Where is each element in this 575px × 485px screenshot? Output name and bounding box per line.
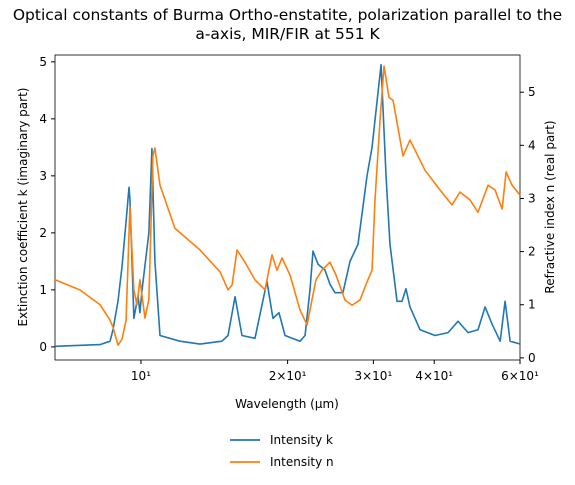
y-tick-label: 5 — [39, 55, 47, 69]
data-line — [54, 63, 521, 348]
x-tick-label: 2×10¹ — [269, 369, 307, 383]
y-tick-label: 1 — [39, 283, 47, 297]
y2-tick-label: 3 — [528, 191, 536, 205]
y2-tick-label: 0 — [528, 351, 536, 365]
legend-label: Intensity n — [270, 455, 334, 469]
plot-frame — [54, 54, 521, 361]
legend-label: Intensity k — [270, 433, 333, 447]
x-tick-label: 10¹ — [131, 369, 151, 383]
y2-tick-label: 5 — [528, 85, 536, 99]
y2-axis-label: Refractive index n (real part) — [543, 120, 557, 293]
y-tick-label: 3 — [39, 169, 47, 183]
x-tick-label: 6×10¹ — [501, 369, 539, 383]
y2-tick-label: 4 — [528, 138, 536, 152]
x-tick-label: 3×10¹ — [354, 369, 392, 383]
y-tick-label: 2 — [39, 226, 47, 240]
y-tick-label: 4 — [39, 112, 47, 126]
x-axis-label: Wavelength (μm) — [235, 397, 339, 411]
y2-tick-label: 2 — [528, 245, 536, 259]
chart-title: Optical constants of Burma Ortho-enstati… — [12, 6, 563, 43]
y-tick-label: 0 — [39, 340, 47, 354]
y2-tick-label: 1 — [528, 298, 536, 312]
x-tick-label: 4×10¹ — [415, 369, 453, 383]
y-axis-label: Extinction coefficient k (imaginary part… — [16, 88, 30, 327]
data-line — [54, 65, 521, 346]
